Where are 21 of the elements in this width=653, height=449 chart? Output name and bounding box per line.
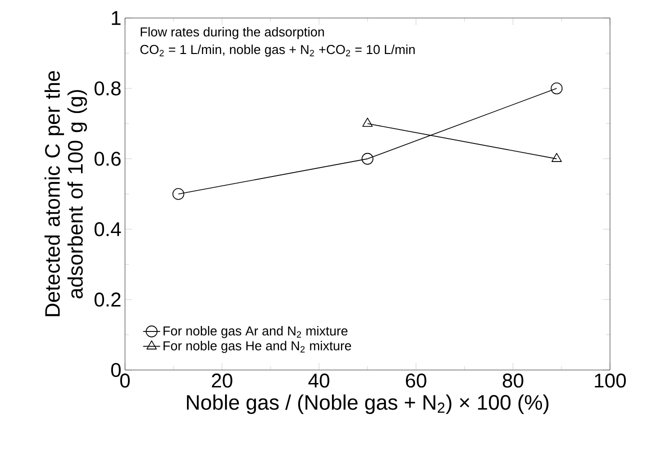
x-tick-label: 100 (594, 374, 626, 388)
legend-label: For noble gas He and N$_{2}$ mixture (164, 340, 352, 353)
y-tick-label: 0.8 (94, 81, 121, 96)
point (172, 188, 184, 200)
annotation: CO$_{2}$ = 1 L/min, noble gas + N$_{2}$ +CO$_{2}$ = 10 L/min (140, 44, 415, 57)
x-tick-label: 80 (502, 374, 524, 388)
x-tick-label: 20 (212, 374, 232, 388)
y-axis-title: Detected atomic C per the adsorbent of 100 g (g) (44, 71, 87, 316)
legend-label: For noble gas Ar and N$_{2}$ mixture (164, 326, 348, 338)
point (550, 82, 563, 94)
x-axis-title: Noble gas / (Noble gas + N$_{2}$) × 100 (%) (186, 394, 548, 414)
x-tick-label: 0 (120, 374, 130, 388)
y-tick-label: 0.6 (94, 152, 121, 166)
x-tick-label: 40 (308, 374, 330, 388)
y-tick-label: 0 (111, 362, 121, 378)
y-tick-label: 1 (112, 11, 121, 25)
x-tick-label: 60 (406, 374, 426, 388)
annotation: Flow rates during the adsorption (140, 26, 324, 40)
y-tick-label: 0.2 (94, 292, 120, 307)
point (362, 152, 374, 165)
y-tick-label: 0.4 (94, 222, 121, 236)
